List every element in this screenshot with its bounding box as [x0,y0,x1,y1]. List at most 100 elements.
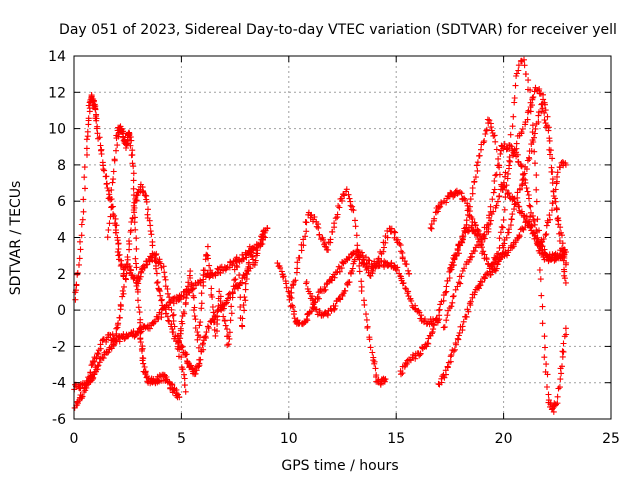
data-point [198,300,205,307]
data-point [95,135,102,142]
data-point [544,371,551,378]
data-point [179,366,186,373]
data-point [549,169,556,175]
data-point [206,272,213,279]
data-point [103,350,110,356]
data-point [147,222,154,229]
data-point [382,376,389,383]
data-point [498,254,505,261]
data-point [233,254,240,261]
data-point [513,140,520,147]
data-point [539,303,546,310]
data-point [463,313,470,320]
data-point [484,116,491,123]
data-point [540,236,547,242]
data-point [531,221,538,228]
data-point [541,109,548,116]
data-point [229,262,236,269]
data-point [561,255,568,261]
data-point [497,151,504,157]
data-point [377,381,384,388]
data-point [136,309,143,316]
data-point [336,204,343,211]
data-point [183,286,190,293]
data-point [96,134,103,141]
data-point [227,317,234,324]
data-point [531,130,538,137]
data-point [203,329,210,336]
data-point [283,280,290,287]
data-point [298,247,305,254]
data-point [352,223,359,230]
data-point [137,329,144,336]
x-axis-ticks: 0 5 10 15 20 25 [70,56,620,447]
data-point [486,117,493,124]
data-point [499,224,506,231]
data-point [562,261,569,268]
data-point [492,138,499,145]
data-point [456,329,463,336]
data-point [543,124,549,131]
y-tick-label: 8 [57,158,66,174]
data-point [148,231,155,238]
data-point [381,378,388,385]
data-point [187,275,194,281]
data-point [529,96,536,103]
data-point [245,267,252,274]
series-G [286,186,389,388]
data-point [117,301,124,308]
data-point [507,158,514,165]
data-point [510,152,516,159]
data-point [115,252,122,259]
data-point [449,299,456,306]
data-point [450,348,457,355]
data-point [478,146,484,153]
data-point [522,179,529,186]
data-point [447,353,454,360]
data-point [140,355,147,362]
data-point [428,221,435,228]
data-point [555,385,562,392]
data-point [399,370,406,377]
series-D [104,123,183,401]
data-point [559,363,565,370]
data-point [512,200,519,207]
y-tick-label: 0 [57,303,66,319]
data-point [556,384,563,391]
data-point [553,401,559,408]
data-point [505,190,512,197]
data-point [107,196,114,203]
data-point [412,355,419,362]
data-point [519,126,526,132]
data-point [72,296,79,303]
data-point [491,260,497,267]
data-point [206,262,213,269]
data-point [467,298,474,305]
data-point [261,229,268,236]
data-point [161,273,168,280]
data-point [105,227,112,233]
data-point [363,316,370,323]
data-point [192,364,199,371]
data-point [504,191,511,198]
data-point [335,203,342,209]
data-point [331,305,338,312]
x-tick-label: 15 [387,431,405,447]
data-point [396,240,403,247]
data-point [506,157,513,164]
data-point [422,316,428,323]
data-point [512,82,519,89]
data-point [316,308,323,314]
data-point [173,390,180,397]
data-point [214,328,220,335]
data-point [430,326,437,333]
data-point [91,103,98,110]
data-point [95,362,102,369]
data-point [535,119,542,125]
data-point [254,247,261,254]
data-point [427,224,434,231]
data-point [372,263,379,270]
data-point [329,228,336,235]
data-point [74,270,81,276]
data-point [480,232,487,239]
